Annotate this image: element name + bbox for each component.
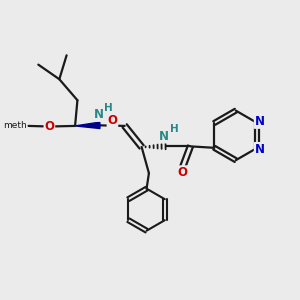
Text: O: O (44, 120, 54, 133)
Text: H: H (170, 124, 179, 134)
Text: meth: meth (3, 121, 27, 130)
Text: N: N (255, 143, 265, 156)
Text: O: O (177, 166, 187, 179)
Text: H: H (104, 103, 112, 113)
Polygon shape (75, 122, 100, 128)
Text: N: N (159, 130, 169, 142)
Text: N: N (93, 108, 103, 121)
Text: O: O (107, 114, 117, 127)
Text: N: N (255, 115, 265, 128)
